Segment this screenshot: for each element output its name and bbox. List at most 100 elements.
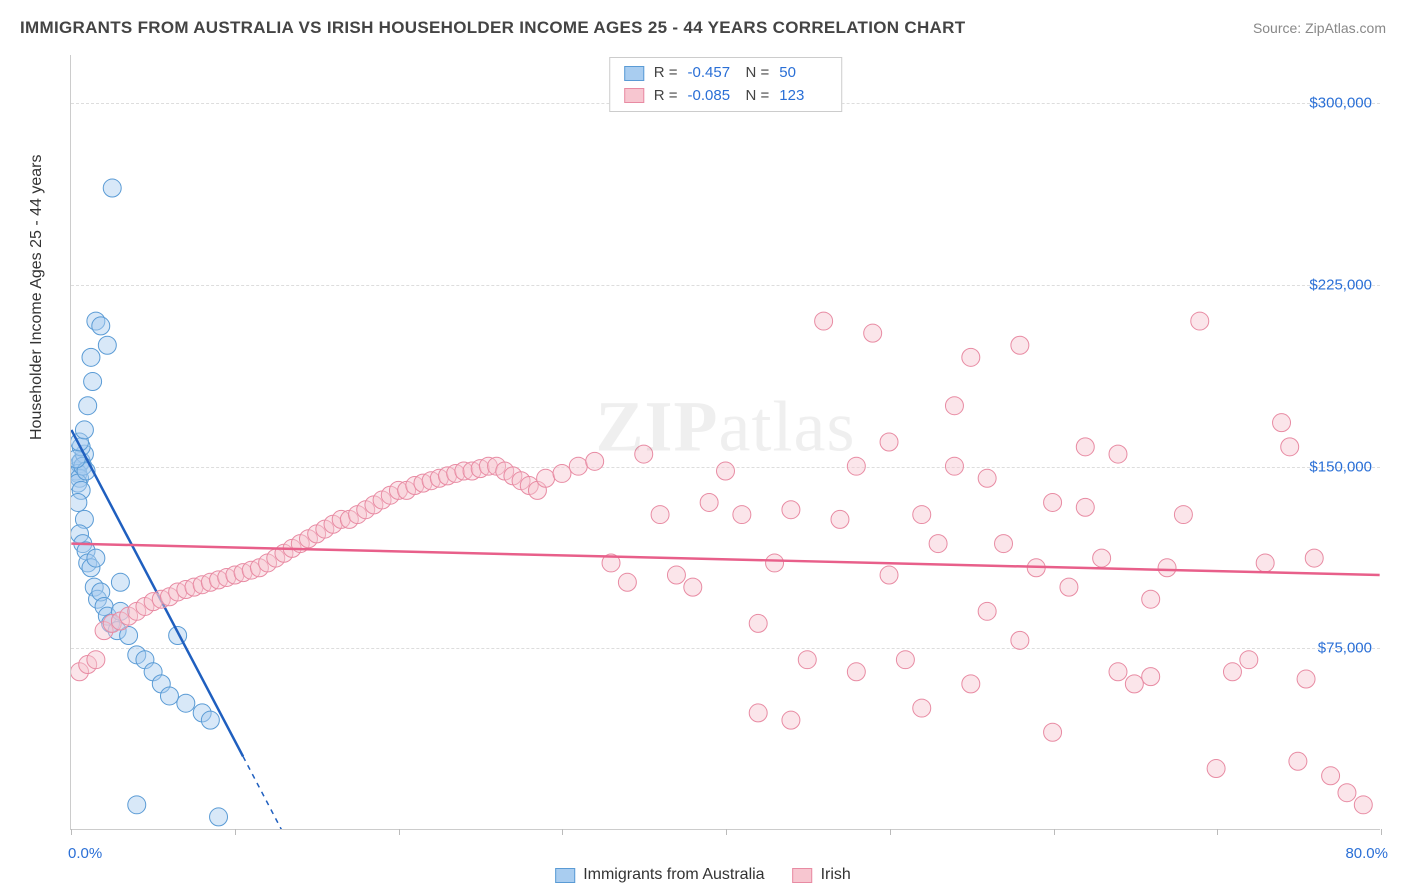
scatter-point-irish — [831, 510, 849, 528]
scatter-point-australia — [177, 694, 195, 712]
legend-label-australia: Immigrants from Australia — [583, 866, 764, 884]
scatter-point-irish — [1305, 549, 1323, 567]
scatter-point-irish — [945, 457, 963, 475]
scatter-point-australia — [92, 317, 110, 335]
scatter-point-irish — [553, 464, 571, 482]
correlation-legend: R = -0.457 N = 50 R = -0.085 N = 123 — [609, 57, 843, 112]
legend-label-irish: Irish — [821, 866, 851, 884]
scatter-point-irish — [995, 535, 1013, 553]
scatter-point-irish — [782, 501, 800, 519]
scatter-point-irish — [962, 348, 980, 366]
scatter-point-irish — [766, 554, 784, 572]
scatter-point-irish — [537, 469, 555, 487]
scatter-point-irish — [1076, 498, 1094, 516]
scatter-point-irish — [749, 704, 767, 722]
x-tick — [1217, 829, 1218, 835]
legend-row-australia: R = -0.457 N = 50 — [624, 62, 828, 85]
legend-row-irish: R = -0.085 N = 123 — [624, 85, 828, 108]
r-value-irish: -0.085 — [688, 85, 736, 108]
scatter-point-irish — [635, 445, 653, 463]
x-max-label: 80.0% — [1345, 845, 1388, 862]
x-tick — [726, 829, 727, 835]
scatter-point-australia — [111, 573, 129, 591]
scatter-point-irish — [880, 433, 898, 451]
scatter-point-irish — [1011, 631, 1029, 649]
scatter-point-irish — [1142, 590, 1160, 608]
scatter-point-irish — [1044, 493, 1062, 511]
scatter-point-irish — [1256, 554, 1274, 572]
scatter-point-australia — [75, 421, 93, 439]
scatter-point-irish — [798, 651, 816, 669]
scatter-point-irish — [1142, 668, 1160, 686]
scatter-point-australia — [128, 796, 146, 814]
scatter-point-irish — [1297, 670, 1315, 688]
scatter-point-irish — [1354, 796, 1372, 814]
scatter-point-irish — [1158, 559, 1176, 577]
scatter-point-irish — [1093, 549, 1111, 567]
scatter-point-irish — [782, 711, 800, 729]
scatter-point-irish — [880, 566, 898, 584]
scatter-point-irish — [618, 573, 636, 591]
x-tick — [562, 829, 563, 835]
scatter-point-irish — [864, 324, 882, 342]
chart-title: IMMIGRANTS FROM AUSTRALIA VS IRISH HOUSE… — [20, 18, 965, 38]
x-tick — [71, 829, 72, 835]
scatter-point-irish — [1191, 312, 1209, 330]
scatter-point-australia — [87, 549, 105, 567]
scatter-point-irish — [847, 457, 865, 475]
swatch-australia — [624, 66, 644, 81]
scatter-point-irish — [651, 506, 669, 524]
scatter-point-irish — [684, 578, 702, 596]
scatter-point-irish — [1174, 506, 1192, 524]
r-label: R = — [654, 62, 678, 85]
x-min-label: 0.0% — [68, 845, 102, 862]
scatter-point-australia — [84, 373, 102, 391]
scatter-point-australia — [82, 348, 100, 366]
scatter-point-irish — [1322, 767, 1340, 785]
scatter-point-irish — [749, 614, 767, 632]
scatter-point-irish — [896, 651, 914, 669]
n-label: N = — [746, 62, 770, 85]
scatter-point-irish — [700, 493, 718, 511]
scatter-point-irish — [945, 397, 963, 415]
y-axis-title: Householder Income Ages 25 - 44 years — [28, 155, 46, 441]
n-value-australia: 50 — [779, 62, 827, 85]
swatch-australia-icon — [555, 868, 575, 883]
scatter-point-irish — [717, 462, 735, 480]
scatter-point-irish — [87, 651, 105, 669]
scatter-point-irish — [1060, 578, 1078, 596]
x-tick — [235, 829, 236, 835]
scatter-point-irish — [569, 457, 587, 475]
x-tick — [399, 829, 400, 835]
scatter-point-irish — [913, 699, 931, 717]
scatter-point-irish — [978, 602, 996, 620]
n-value-irish: 123 — [779, 85, 827, 108]
scatter-svg — [71, 55, 1380, 829]
scatter-point-irish — [586, 452, 604, 470]
scatter-point-irish — [667, 566, 685, 584]
scatter-point-irish — [978, 469, 996, 487]
scatter-point-irish — [733, 506, 751, 524]
n-label: N = — [746, 85, 770, 108]
scatter-point-irish — [1289, 752, 1307, 770]
scatter-point-irish — [1125, 675, 1143, 693]
scatter-point-irish — [1338, 784, 1356, 802]
swatch-irish — [624, 88, 644, 103]
scatter-point-australia — [103, 179, 121, 197]
scatter-point-irish — [962, 675, 980, 693]
scatter-point-irish — [1109, 445, 1127, 463]
scatter-point-australia — [71, 493, 87, 511]
scatter-point-irish — [815, 312, 833, 330]
scatter-point-irish — [1109, 663, 1127, 681]
scatter-point-irish — [1223, 663, 1241, 681]
legend-item-irish: Irish — [793, 866, 851, 884]
r-value-australia: -0.457 — [688, 62, 736, 85]
scatter-point-irish — [1240, 651, 1258, 669]
x-tick — [1054, 829, 1055, 835]
chart-source: Source: ZipAtlas.com — [1253, 20, 1386, 36]
scatter-point-irish — [1011, 336, 1029, 354]
scatter-point-irish — [1207, 760, 1225, 778]
scatter-point-irish — [847, 663, 865, 681]
r-label: R = — [654, 85, 678, 108]
scatter-point-irish — [913, 506, 931, 524]
